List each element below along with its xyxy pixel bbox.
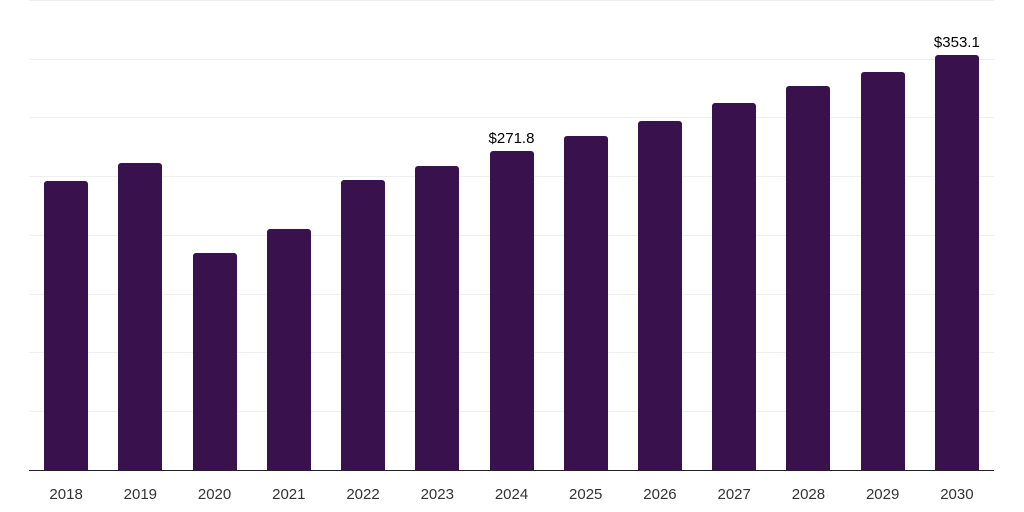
x-axis-label-2029: 2029 [865, 486, 900, 503]
bar-2029[interactable] [860, 72, 905, 470]
data-label-2030: $353.1 [933, 34, 980, 52]
x-axis-label-2020: 2020 [197, 486, 232, 503]
gridline [29, 0, 994, 1]
x-axis-label-2024: 2024 [494, 486, 529, 503]
bar-2020[interactable] [192, 252, 237, 470]
bar-2021[interactable] [266, 229, 311, 470]
gridline [29, 59, 994, 60]
bar-2018[interactable] [44, 180, 89, 470]
x-axis-label-2022: 2022 [346, 486, 380, 503]
plot-area: $271.8 $353.1 [29, 0, 994, 471]
bar-2025[interactable] [563, 135, 608, 470]
x-axis-label-2026: 2026 [643, 486, 677, 503]
gridline [29, 117, 994, 118]
bar-2028[interactable] [786, 85, 831, 470]
x-axis-label-2023: 2023 [420, 486, 454, 503]
bar-2019[interactable] [118, 162, 163, 470]
bar-2024[interactable] [489, 150, 534, 470]
bar-2026[interactable] [637, 120, 682, 470]
bar-2030[interactable] [934, 55, 979, 470]
bar-2027[interactable] [712, 102, 757, 470]
x-axis-label-2028: 2028 [791, 486, 826, 503]
bar-2023[interactable] [415, 166, 460, 470]
x-axis-label-2019: 2019 [123, 486, 158, 503]
x-axis-label-2025: 2025 [569, 486, 603, 503]
x-axis-label-2021: 2021 [272, 486, 306, 503]
data-label-2024: $271.8 [488, 129, 535, 147]
x-axis-label-2027: 2027 [717, 486, 751, 503]
x-axis-label-2018: 2018 [49, 486, 83, 503]
x-axis-label-2030: 2030 [940, 486, 974, 503]
x-axis-labels: 2018 2019 2020 2021 2022 2023 2024 2025 2026 2027… [29, 471, 994, 512]
bar-2022[interactable] [341, 179, 386, 470]
